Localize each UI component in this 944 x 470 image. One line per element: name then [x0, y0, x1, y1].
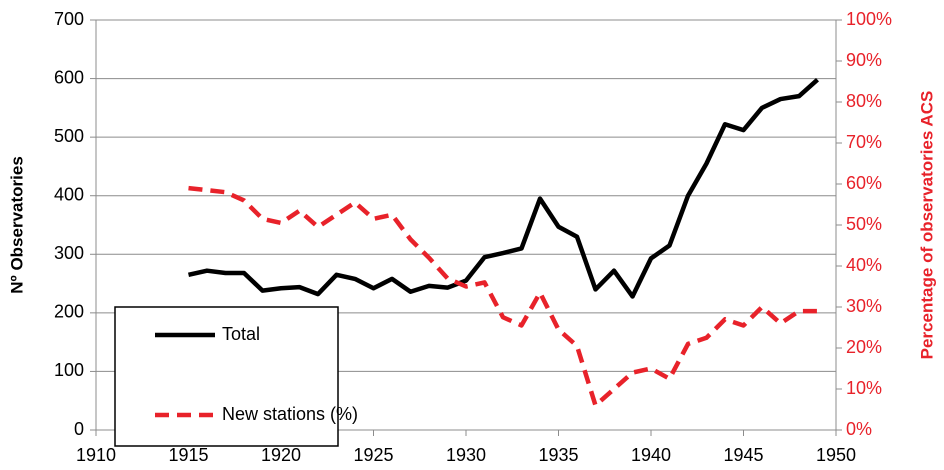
x-tick-label: 1910 — [76, 445, 116, 465]
y2-tick-label: 100% — [846, 9, 892, 29]
y-tick-label: 100 — [54, 360, 84, 380]
y2-tick-label: 50% — [846, 214, 882, 234]
y2-tick-label: 60% — [846, 173, 882, 193]
x-tick-label: 1925 — [353, 445, 393, 465]
y2-tick-label: 10% — [846, 378, 882, 398]
y2-tick-label: 90% — [846, 50, 882, 70]
x-tick-label: 1945 — [723, 445, 763, 465]
legend-label: New stations (%) — [222, 404, 358, 424]
y2-tick-label: 0% — [846, 419, 872, 439]
y2-tick-label: 40% — [846, 255, 882, 275]
y2-tick-label: 70% — [846, 132, 882, 152]
x-tick-label: 1935 — [538, 445, 578, 465]
legend-label: Total — [222, 324, 260, 344]
x-tick-label: 1940 — [631, 445, 671, 465]
y-tick-label: 200 — [54, 302, 84, 322]
x-tick-label: 1950 — [816, 445, 856, 465]
y-tick-label: 400 — [54, 184, 84, 204]
y-tick-label: 300 — [54, 243, 84, 263]
series-line — [188, 185, 818, 408]
y2-tick-label: 80% — [846, 91, 882, 111]
y2-tick-label: 20% — [846, 337, 882, 357]
y-axis-title: Nº Observatories — [7, 156, 26, 294]
y-tick-label: 500 — [54, 126, 84, 146]
x-tick-label: 1930 — [446, 445, 486, 465]
y-tick-label: 600 — [54, 67, 84, 87]
y-tick-label: 700 — [54, 9, 84, 29]
y2-axis-title: Percentage of observatories ACS — [917, 91, 936, 360]
x-tick-label: 1920 — [261, 445, 301, 465]
x-tick-label: 1915 — [168, 445, 208, 465]
y2-tick-label: 30% — [846, 296, 882, 316]
legend-box — [114, 306, 339, 447]
series-line — [188, 78, 819, 299]
y-tick-label: 0 — [74, 419, 84, 439]
